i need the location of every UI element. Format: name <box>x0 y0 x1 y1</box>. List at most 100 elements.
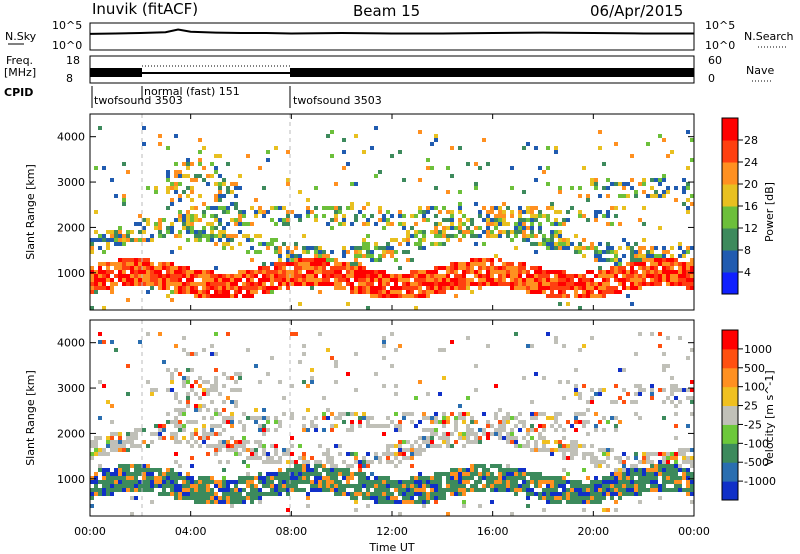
heatmap-cell <box>574 290 578 294</box>
heatmap-cell <box>178 214 182 218</box>
heatmap-cell <box>394 282 398 286</box>
heatmap-cell <box>674 270 678 274</box>
heatmap-cell <box>590 460 594 464</box>
heatmap-cell <box>318 254 322 258</box>
heatmap-cell <box>426 158 430 162</box>
heatmap-cell <box>106 262 110 266</box>
heatmap-cell <box>506 488 510 492</box>
heatmap-cell <box>262 460 266 464</box>
heatmap-cell <box>306 210 310 214</box>
heatmap-cell <box>626 246 630 250</box>
heatmap-cell <box>634 190 638 194</box>
heatmap-cell <box>630 178 634 182</box>
heatmap-cell <box>642 246 646 250</box>
heatmap-cell <box>442 266 446 270</box>
heatmap-cell <box>98 274 102 278</box>
heatmap-cell <box>378 294 382 298</box>
heatmap-cell <box>138 258 142 262</box>
heatmap-cell <box>434 420 438 424</box>
heatmap-cell <box>650 258 654 262</box>
heatmap-cell <box>618 182 622 186</box>
heatmap-cell <box>406 250 410 254</box>
heatmap-cell <box>686 270 690 274</box>
heatmap-cell <box>606 270 610 274</box>
heatmap-cell <box>666 452 670 456</box>
heatmap-cell <box>150 476 154 480</box>
heatmap-cell <box>586 476 590 480</box>
heatmap-cell <box>418 444 422 448</box>
heatmap-cell <box>226 190 230 194</box>
heatmap-cell <box>482 218 486 222</box>
heatmap-cell <box>546 214 550 218</box>
heatmap-cell <box>422 492 426 496</box>
heatmap-cell <box>234 484 238 488</box>
heatmap-cell <box>542 488 546 492</box>
heatmap-cell <box>226 416 230 420</box>
heatmap-cell <box>166 484 170 488</box>
heatmap-cell <box>230 238 234 242</box>
heatmap-cell <box>366 286 370 290</box>
heatmap-cell <box>254 286 258 290</box>
heatmap-cell <box>178 182 182 186</box>
heatmap-cell <box>366 250 370 254</box>
heatmap-cell <box>258 456 262 460</box>
heatmap-cell <box>398 266 402 270</box>
heatmap-cell <box>582 452 586 456</box>
heatmap-cell <box>166 226 170 230</box>
heatmap-cell <box>262 262 266 266</box>
heatmap-cell <box>178 274 182 278</box>
heatmap-cell <box>438 286 442 290</box>
heatmap-cell <box>94 282 98 286</box>
heatmap-cell <box>190 274 194 278</box>
heatmap-cell <box>306 384 310 388</box>
heatmap-cell <box>382 344 386 348</box>
heatmap-cell <box>434 242 438 246</box>
heatmap-cell <box>570 444 574 448</box>
heatmap-cell <box>598 500 602 504</box>
heatmap-cell <box>354 286 358 290</box>
heatmap-cell <box>322 452 326 456</box>
heatmap-cell <box>178 412 182 416</box>
heatmap-cell <box>650 460 654 464</box>
heatmap-cell <box>662 468 666 472</box>
heatmap-cell <box>298 464 302 468</box>
heatmap-cell <box>114 234 118 238</box>
heatmap-cell <box>446 440 450 444</box>
heatmap-cell <box>250 448 254 452</box>
heatmap-cell <box>410 258 414 262</box>
heatmap-cell <box>534 416 538 420</box>
heatmap-cell <box>546 182 550 186</box>
heatmap-cell <box>610 290 614 294</box>
heatmap-cell <box>690 158 694 162</box>
heatmap-cell <box>634 254 638 258</box>
heatmap-cell <box>230 416 234 420</box>
heatmap-cell <box>406 230 410 234</box>
heatmap-cell <box>438 278 442 282</box>
heatmap-cell <box>578 480 582 484</box>
heatmap-cell <box>546 448 550 452</box>
heatmap-cell <box>530 226 534 230</box>
heatmap-cell <box>378 476 382 480</box>
heatmap-cell <box>218 234 222 238</box>
heatmap-cell <box>402 500 406 504</box>
heatmap-cell <box>102 340 106 344</box>
x-axis: 00:00 04:00 08:00 12:00 16:00 20:00 00:00 <box>74 114 710 538</box>
heatmap-cell <box>414 214 418 218</box>
heatmap-cell <box>570 278 574 282</box>
heatmap-cell <box>530 412 534 416</box>
heatmap-cell <box>214 182 218 186</box>
heatmap-cell <box>298 190 302 194</box>
heatmap-cell <box>562 456 566 460</box>
heatmap-cell <box>498 488 502 492</box>
heatmap-cell <box>242 294 246 298</box>
heatmap-cell <box>578 274 582 278</box>
heatmap-cell <box>134 278 138 282</box>
heatmap-cell <box>146 218 150 222</box>
heatmap-cell <box>110 436 114 440</box>
heatmap-cell <box>602 274 606 278</box>
heatmap-cell <box>430 230 434 234</box>
heatmap-cell <box>618 270 622 274</box>
heatmap-cell <box>594 250 598 254</box>
x-tick-label: 16:00 <box>477 525 509 538</box>
heatmap-cell <box>410 270 414 274</box>
